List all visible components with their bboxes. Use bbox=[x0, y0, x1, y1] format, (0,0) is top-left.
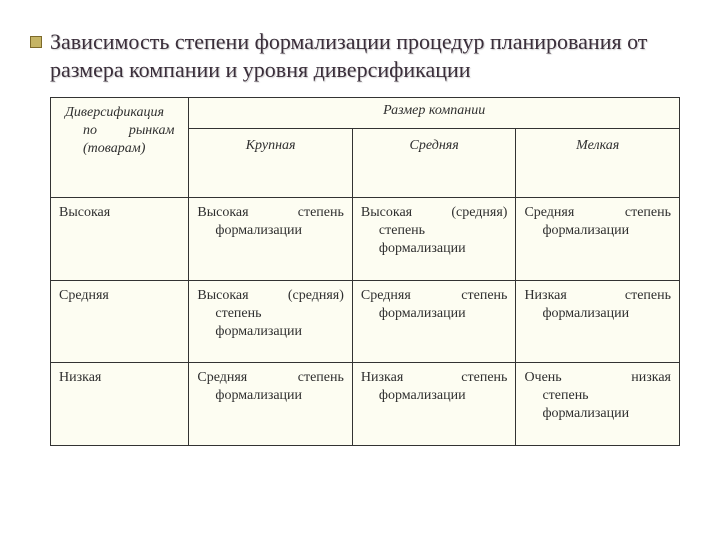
header-size-group: Размер компании bbox=[189, 98, 680, 129]
cell-word: Высокая bbox=[361, 205, 412, 220]
table-header: Диверсификация по рынкам (товарам) Разме… bbox=[51, 98, 680, 198]
table-body: Высокая Высокая степень формализации Выс… bbox=[51, 198, 680, 446]
cell-rest: формализации bbox=[361, 387, 508, 405]
row-label: Низкая bbox=[51, 363, 189, 446]
header-diversification: Диверсификация по рынкам (товарам) bbox=[51, 98, 189, 198]
cell-rest: формализации bbox=[197, 222, 344, 240]
header-size-medium: Средняя bbox=[352, 129, 516, 198]
table-cell: Высокая (средняя) степень формализации bbox=[189, 280, 353, 363]
table-cell: Средняя степень формализации bbox=[189, 363, 353, 446]
cell-word: Высокая bbox=[197, 288, 248, 303]
cell-word: (средняя) bbox=[288, 288, 344, 303]
row-label: Средняя bbox=[51, 280, 189, 363]
cell-word: степень bbox=[298, 205, 344, 220]
cell-rest: формализации bbox=[361, 305, 508, 323]
hdr-div-line2b: рынкам bbox=[129, 123, 175, 138]
cell-word: низкая bbox=[631, 370, 671, 385]
slide-title: Зависимость степени формализации процеду… bbox=[50, 28, 680, 83]
table-row: Низкая Средняя степень формализации Низк… bbox=[51, 363, 680, 446]
cell-word: степень bbox=[298, 370, 344, 385]
header-size-large: Крупная bbox=[189, 129, 353, 198]
row-label: Высокая bbox=[51, 198, 189, 281]
table-cell: Низкая степень формализации bbox=[352, 363, 516, 446]
cell-word: степень bbox=[625, 205, 671, 220]
cell-rest: степень формализации bbox=[361, 222, 508, 258]
hdr-div-line2: по рынкам bbox=[65, 122, 174, 140]
cell-word: Высокая bbox=[197, 205, 248, 220]
cell-word: степень bbox=[625, 288, 671, 303]
table-cell: Высокая (средняя) степень формализации bbox=[352, 198, 516, 281]
cell-word: (средняя) bbox=[451, 205, 507, 220]
cell-word: степень bbox=[461, 370, 507, 385]
table-row: Высокая Высокая степень формализации Выс… bbox=[51, 198, 680, 281]
table-cell: Средняя степень формализации bbox=[516, 198, 680, 281]
cell-rest: формализации bbox=[524, 222, 671, 240]
cell-word: Средняя bbox=[361, 288, 411, 303]
table-cell: Высокая степень формализации bbox=[189, 198, 353, 281]
cell-word: Очень bbox=[524, 370, 561, 385]
cell-word: Низкая bbox=[361, 370, 403, 385]
table-cell: Очень низкая степень формализации bbox=[516, 363, 680, 446]
hdr-div-line3: (товарам) bbox=[65, 140, 174, 158]
cell-word: Средняя bbox=[524, 205, 574, 220]
table-cell: Средняя степень формализации bbox=[352, 280, 516, 363]
hdr-div-line2a: по bbox=[83, 123, 97, 138]
cell-rest: степень формализации bbox=[524, 387, 671, 423]
slide: Зависимость степени формализации процеду… bbox=[0, 0, 720, 540]
cell-rest: формализации bbox=[197, 387, 344, 405]
header-size-small: Мелкая bbox=[516, 129, 680, 198]
table-row: Средняя Высокая (средняя) степень формал… bbox=[51, 280, 680, 363]
formalization-table: Диверсификация по рынкам (товарам) Разме… bbox=[50, 97, 680, 446]
cell-rest: степень формализации bbox=[197, 305, 344, 341]
title-bullet-icon bbox=[30, 36, 42, 48]
cell-word: Средняя bbox=[197, 370, 247, 385]
hdr-div-line1: Диверсификация bbox=[65, 105, 164, 120]
cell-rest: формализации bbox=[524, 305, 671, 323]
cell-word: Низкая bbox=[524, 288, 566, 303]
table-cell: Низкая степень формализации bbox=[516, 280, 680, 363]
cell-word: степень bbox=[461, 288, 507, 303]
